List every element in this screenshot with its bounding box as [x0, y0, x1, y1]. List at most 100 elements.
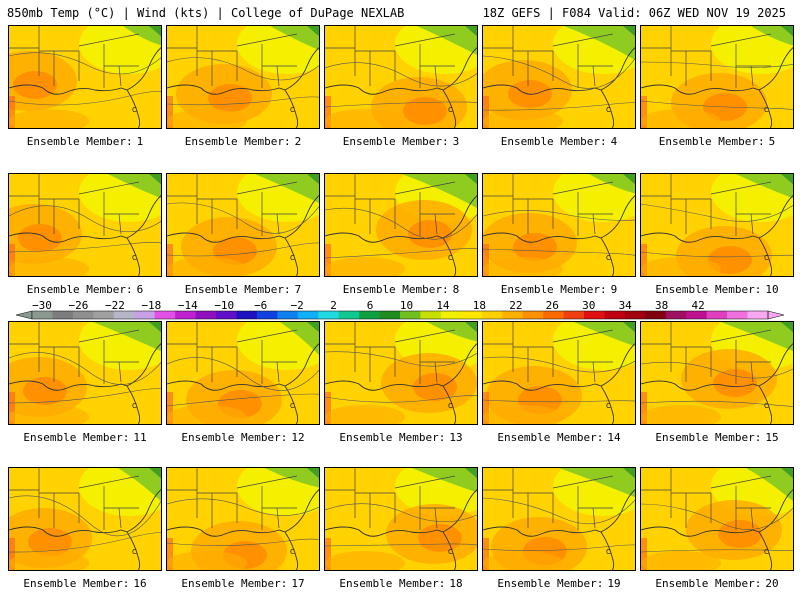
isotherm-line [641, 503, 793, 530]
green-region [93, 322, 161, 352]
temperature-colorbar [15, 310, 785, 320]
dark-green-region [307, 174, 319, 185]
atlantic-coastline [442, 47, 477, 91]
isotherm-line [325, 101, 477, 108]
green-region [574, 322, 635, 347]
member-map-panel: C [640, 321, 794, 425]
colorbar-swatch [481, 311, 503, 319]
atlantic-coastline [126, 343, 161, 387]
colorbar-swatch [134, 311, 155, 319]
colorbar-tick-label: 30 [582, 299, 596, 312]
isotherm-line [325, 207, 477, 240]
state-borders [325, 174, 456, 236]
isotherm-line [167, 498, 319, 516]
member-label: Ensemble Member: 19 [480, 577, 638, 590]
hottest-edge [641, 96, 647, 128]
green-region [559, 468, 635, 498]
green-region [736, 174, 793, 199]
member-number: 5 [768, 135, 776, 148]
member-map-panel: C [166, 173, 320, 277]
member-number: 17 [291, 577, 305, 590]
map-svg: C [167, 174, 319, 276]
hot-region [413, 373, 457, 401]
isotherm-line [167, 202, 319, 234]
member-label-prefix: Ensemble Member: [655, 577, 762, 590]
isotherm-line [9, 242, 161, 253]
isotherm-line [641, 61, 793, 68]
atlantic-coastline [600, 195, 635, 239]
member-label: Ensemble Member: 6 [6, 283, 164, 296]
green-region [417, 26, 477, 55]
colorbar-tick-label: 22 [509, 299, 523, 312]
isotherm-line [167, 357, 319, 391]
contour-label: C [290, 106, 295, 114]
isotherm-line [325, 543, 477, 547]
member-label: Ensemble Member: 17 [164, 577, 322, 590]
atlantic-coastline [442, 343, 477, 387]
colorbar-swatch [236, 311, 258, 319]
gulf-coastline [325, 232, 457, 276]
member-map-panel: C [8, 25, 162, 129]
colorbar-swatch [686, 311, 707, 319]
member-map-panel: C [482, 467, 636, 571]
member-map-panel: C [166, 25, 320, 129]
member-label-prefix: Ensemble Member: [181, 577, 288, 590]
gulf-coastline [9, 232, 141, 276]
member-number: 11 [133, 431, 147, 444]
member-number: 15 [765, 431, 779, 444]
member-label-prefix: Ensemble Member: [26, 135, 133, 148]
isotherm-line [167, 242, 319, 257]
isotherm-line [325, 503, 477, 523]
hottest-edge [641, 244, 647, 276]
gulf-coastline [641, 232, 773, 276]
warm-south [325, 257, 405, 276]
hottest-edge [167, 392, 173, 424]
colorbar-tick-label: −6 [254, 299, 268, 312]
state-borders [9, 26, 140, 88]
contour-label: C [764, 402, 769, 410]
map-svg: C [9, 322, 161, 424]
green-region [118, 468, 161, 502]
colorbar-swatch [420, 311, 442, 319]
colorbar-tick-label: −26 [68, 299, 89, 312]
colorbar-swatch [154, 311, 176, 319]
warm-south [325, 405, 405, 424]
colorbar-tick-label: 26 [545, 299, 559, 312]
map-svg: C [483, 174, 635, 276]
member-number: 2 [294, 135, 302, 148]
hot-region [713, 369, 757, 397]
colorbar-tick-label: 14 [436, 299, 450, 312]
hot-region [403, 97, 447, 125]
contour-label: C [606, 254, 611, 262]
member-number: 16 [133, 577, 147, 590]
map-svg: C [9, 468, 161, 570]
colorbar-swatch [318, 311, 339, 319]
state-borders [483, 26, 614, 88]
member-label: Ensemble Member: 20 [638, 577, 796, 590]
green-region [123, 26, 161, 46]
map-svg: C [325, 26, 477, 128]
isotherm-line [641, 203, 793, 222]
hottest-edge [9, 392, 15, 424]
member-label-prefix: Ensemble Member: [497, 577, 604, 590]
hot-region [13, 71, 57, 99]
green-region [589, 174, 635, 194]
hottest-edge [325, 392, 331, 424]
gulf-coastline [167, 526, 299, 570]
colorbar-tick-label: −18 [141, 299, 162, 312]
member-label-prefix: Ensemble Member: [26, 283, 133, 296]
warm-south [483, 551, 563, 570]
green-region [751, 26, 793, 46]
hottest-edge [325, 96, 331, 128]
contour-label: C [132, 106, 137, 114]
colorbar-swatch [522, 311, 544, 319]
colorbar-tick-label: 18 [472, 299, 487, 312]
member-label-prefix: Ensemble Member: [500, 135, 607, 148]
colorbar-swatch [706, 311, 728, 319]
isotherm-line [325, 248, 477, 259]
gulf-coastline [9, 84, 141, 128]
page-title: 850mb Temp (°C) | Wind (kts) | College o… [7, 6, 405, 20]
atlantic-coastline [758, 343, 793, 387]
member-label: Ensemble Member: 10 [638, 283, 796, 296]
run-info: 18Z GEFS | F084 Valid: 06Z WED NOV 19 20… [482, 6, 786, 20]
